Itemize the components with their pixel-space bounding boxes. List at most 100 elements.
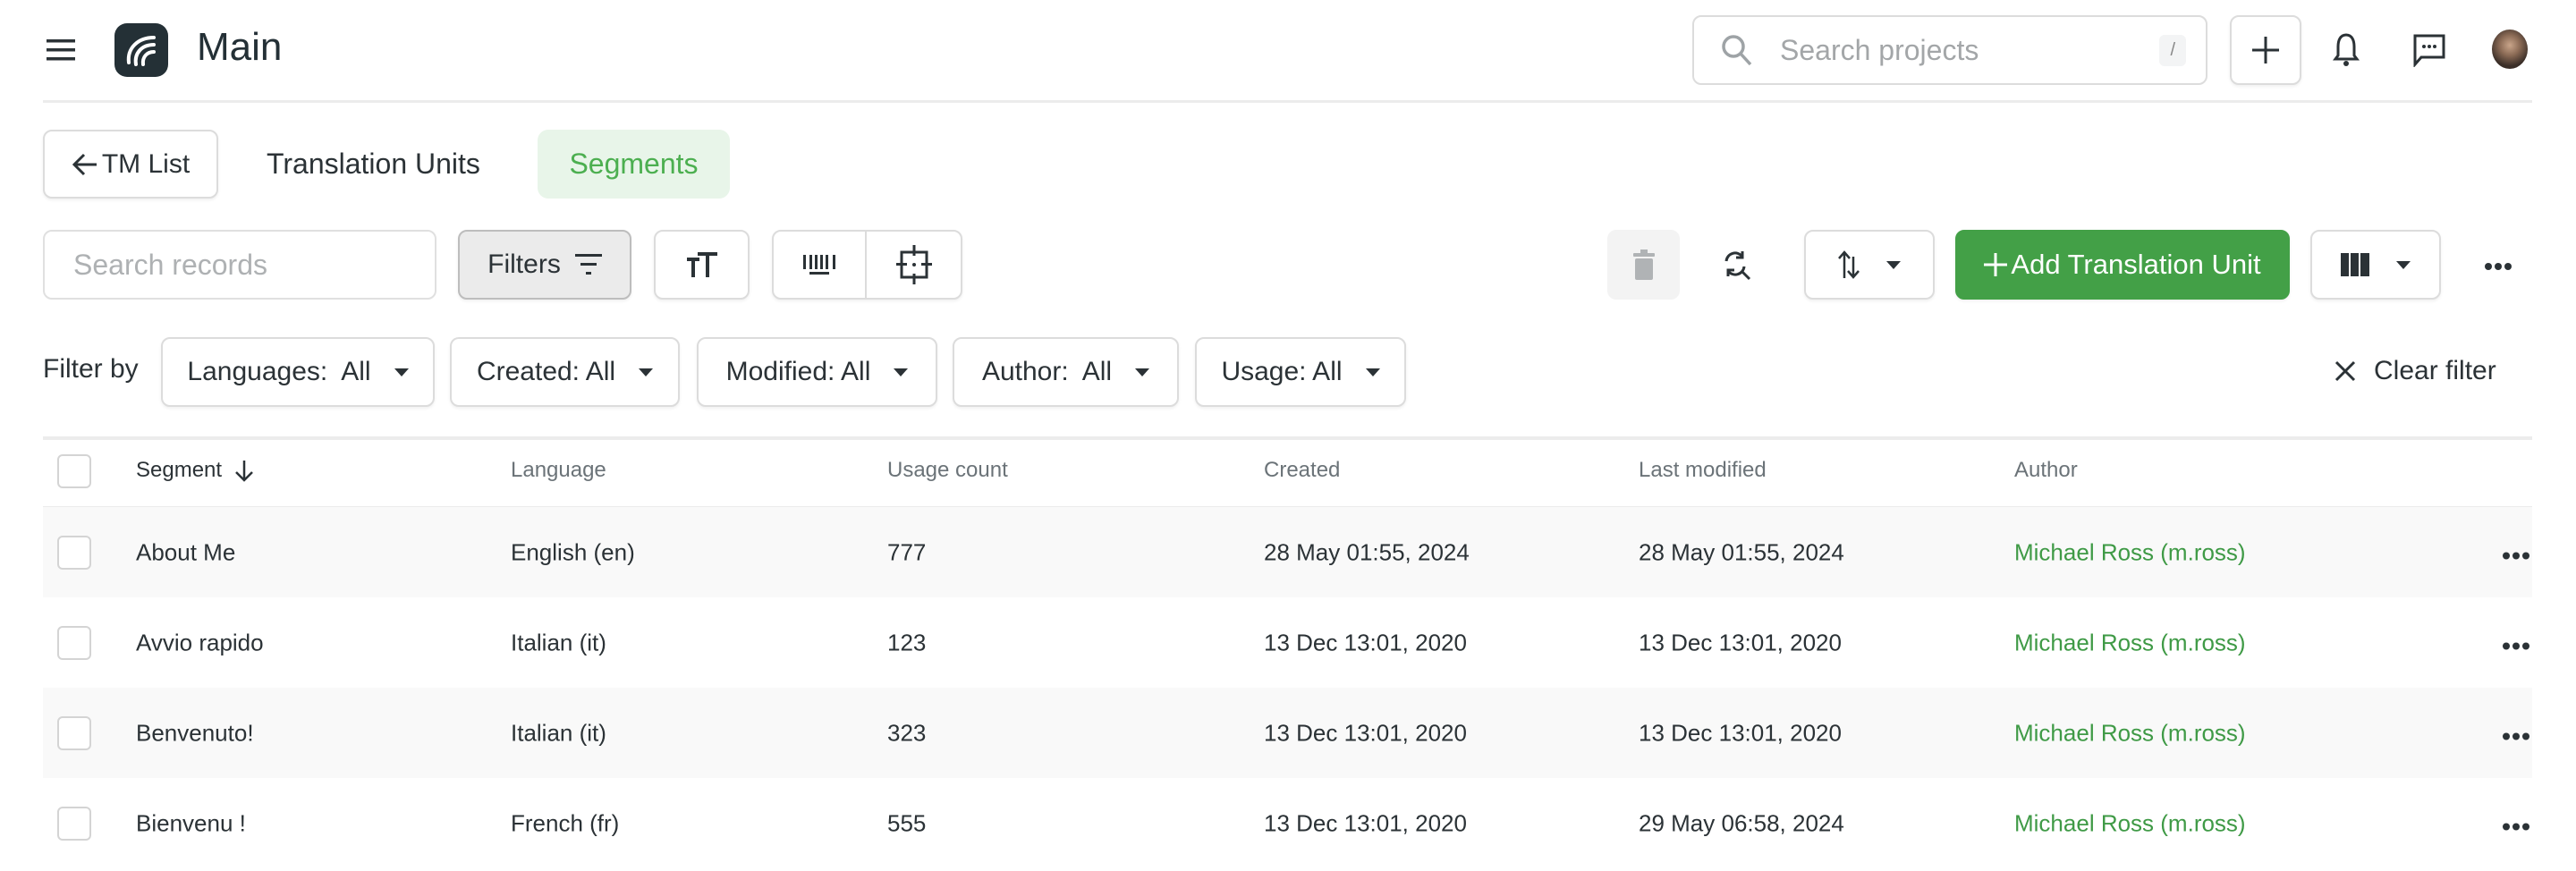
tab-label: Segments bbox=[569, 148, 699, 180]
table-row[interactable]: Bienvenu ! French (fr) 555 13 Dec 13:01, 20… bbox=[43, 778, 2532, 868]
created-cell: 13 Dec 13:01, 2020 bbox=[1264, 719, 1467, 746]
clear-filter-label: Clear filter bbox=[2374, 356, 2496, 385]
clear-filter-button[interactable]: Clear filter bbox=[2334, 351, 2496, 392]
more-options-icon[interactable] bbox=[2485, 259, 2512, 275]
usage-cell: 555 bbox=[887, 809, 927, 836]
avatar[interactable] bbox=[2492, 30, 2528, 69]
table-row[interactable]: About Me English (en) 777 28 May 01:55, 202… bbox=[43, 507, 2532, 597]
tab-segments[interactable]: Segments bbox=[538, 130, 730, 199]
column-header-usage[interactable]: Usage count bbox=[887, 458, 1008, 482]
segment-cell: About Me bbox=[136, 538, 236, 565]
column-header-modified[interactable]: Last modified bbox=[1639, 458, 1767, 482]
bell-icon[interactable] bbox=[2333, 32, 2360, 72]
modified-cell: 13 Dec 13:01, 2020 bbox=[1639, 629, 1842, 655]
author-link[interactable]: Michael Ross (m.ross) bbox=[2014, 629, 2246, 655]
created-cell: 28 May 01:55, 2024 bbox=[1264, 538, 1470, 565]
crop-frame-icon bbox=[895, 245, 932, 284]
row-checkbox[interactable] bbox=[57, 535, 91, 570]
usage-cell: 777 bbox=[887, 538, 927, 565]
add-translation-unit-button[interactable]: Add Translation Unit bbox=[1955, 230, 2290, 300]
filter-created[interactable]: Created: All bbox=[450, 337, 680, 407]
filters-label: Filters bbox=[487, 249, 561, 279]
header-divider bbox=[43, 100, 2532, 103]
language-cell: French (fr) bbox=[511, 809, 620, 836]
author-link[interactable]: Michael Ross (m.ross) bbox=[2014, 719, 2246, 746]
filter-label: Modified: All bbox=[725, 357, 871, 386]
usage-cell: 123 bbox=[887, 629, 927, 655]
caret-down-icon bbox=[1886, 260, 1901, 269]
filter-author[interactable]: Author: All bbox=[953, 337, 1179, 407]
search-projects-input[interactable]: Search projects / bbox=[1692, 15, 2207, 85]
page-title: Main bbox=[197, 25, 283, 69]
caret-down-icon bbox=[1135, 368, 1150, 376]
barcode-view-button[interactable] bbox=[774, 232, 867, 298]
search-records-input[interactable]: Search records bbox=[43, 230, 436, 300]
barcode-icon bbox=[803, 255, 835, 275]
arrow-left-icon bbox=[72, 153, 97, 175]
plus-icon bbox=[1984, 253, 2008, 276]
filter-icon bbox=[574, 254, 602, 275]
filter-usage[interactable]: Usage: All bbox=[1195, 337, 1406, 407]
table-row[interactable]: Avvio rapido Italian (it) 123 13 Dec 13:01,… bbox=[43, 597, 2532, 688]
select-all-checkbox[interactable] bbox=[57, 454, 91, 488]
trash-icon bbox=[1632, 249, 1655, 280]
menu-icon[interactable] bbox=[47, 39, 75, 61]
created-cell: 13 Dec 13:01, 2020 bbox=[1264, 809, 1467, 836]
text-size-icon bbox=[686, 252, 717, 277]
author-link[interactable]: Michael Ross (m.ross) bbox=[2014, 809, 2246, 836]
filter-languages[interactable]: Languages: All bbox=[161, 337, 435, 407]
search-shortcut-badge: / bbox=[2159, 34, 2186, 66]
column-header-created[interactable]: Created bbox=[1264, 458, 1341, 482]
add-label: Add Translation Unit bbox=[2011, 249, 2261, 280]
column-header-author[interactable]: Author bbox=[2014, 458, 2078, 482]
caret-down-icon bbox=[639, 368, 654, 376]
table-row[interactable]: Benvenuto! Italian (it) 323 13 Dec 13:01, 2… bbox=[43, 688, 2532, 778]
segment-cell: Benvenuto! bbox=[136, 719, 254, 746]
row-checkbox[interactable] bbox=[57, 625, 91, 660]
modified-cell: 29 May 06:58, 2024 bbox=[1639, 809, 1844, 836]
filter-modified[interactable]: Modified: All bbox=[697, 337, 937, 407]
logo[interactable] bbox=[114, 23, 168, 77]
filter-label: Languages: All bbox=[187, 357, 371, 386]
filter-label: Created: All bbox=[476, 357, 616, 386]
row-more-icon[interactable] bbox=[2503, 809, 2529, 837]
create-button[interactable] bbox=[2230, 15, 2301, 85]
column-header-language[interactable]: Language bbox=[511, 458, 606, 482]
search-projects-placeholder: Search projects bbox=[1780, 33, 1979, 66]
created-cell: 13 Dec 13:01, 2020 bbox=[1264, 629, 1467, 655]
row-more-icon[interactable] bbox=[2503, 538, 2529, 566]
caret-down-icon bbox=[394, 368, 409, 376]
caret-down-icon bbox=[1365, 368, 1380, 376]
row-more-icon[interactable] bbox=[2503, 719, 2529, 747]
row-checkbox[interactable] bbox=[57, 806, 91, 841]
arrow-down-icon bbox=[235, 461, 253, 482]
back-to-tm-list-button[interactable]: TM List bbox=[43, 130, 218, 199]
language-cell: English (en) bbox=[511, 538, 635, 565]
row-checkbox[interactable] bbox=[57, 715, 91, 750]
modified-cell: 13 Dec 13:01, 2020 bbox=[1639, 719, 1842, 746]
sort-button[interactable] bbox=[1804, 230, 1935, 300]
caret-down-icon bbox=[2396, 260, 2411, 269]
table-top-border bbox=[43, 436, 2532, 440]
segment-cell: Avvio rapido bbox=[136, 629, 264, 655]
text-size-button[interactable] bbox=[654, 230, 750, 300]
crop-view-button[interactable] bbox=[867, 232, 961, 298]
back-label: TM List bbox=[101, 148, 191, 179]
tab-translation-units[interactable]: Translation Units bbox=[242, 130, 505, 199]
language-cell: Italian (it) bbox=[511, 719, 606, 746]
chat-icon[interactable] bbox=[2412, 33, 2446, 72]
author-link[interactable]: Michael Ross (m.ross) bbox=[2014, 538, 2246, 565]
modified-cell: 28 May 01:55, 2024 bbox=[1639, 538, 1844, 565]
language-cell: Italian (it) bbox=[511, 629, 606, 655]
column-header-segment[interactable]: Segment bbox=[136, 458, 254, 483]
delete-button[interactable] bbox=[1607, 230, 1680, 300]
filter-by-label: Filter by bbox=[43, 354, 139, 384]
segment-cell: Bienvenu ! bbox=[136, 809, 246, 836]
row-more-icon[interactable] bbox=[2503, 629, 2529, 656]
find-replace-icon[interactable] bbox=[1721, 249, 1751, 285]
column-label: Segment bbox=[136, 458, 223, 482]
search-icon bbox=[1722, 35, 1752, 66]
plus-icon bbox=[2252, 37, 2279, 63]
filters-button[interactable]: Filters bbox=[458, 230, 631, 300]
columns-button[interactable] bbox=[2310, 230, 2441, 300]
